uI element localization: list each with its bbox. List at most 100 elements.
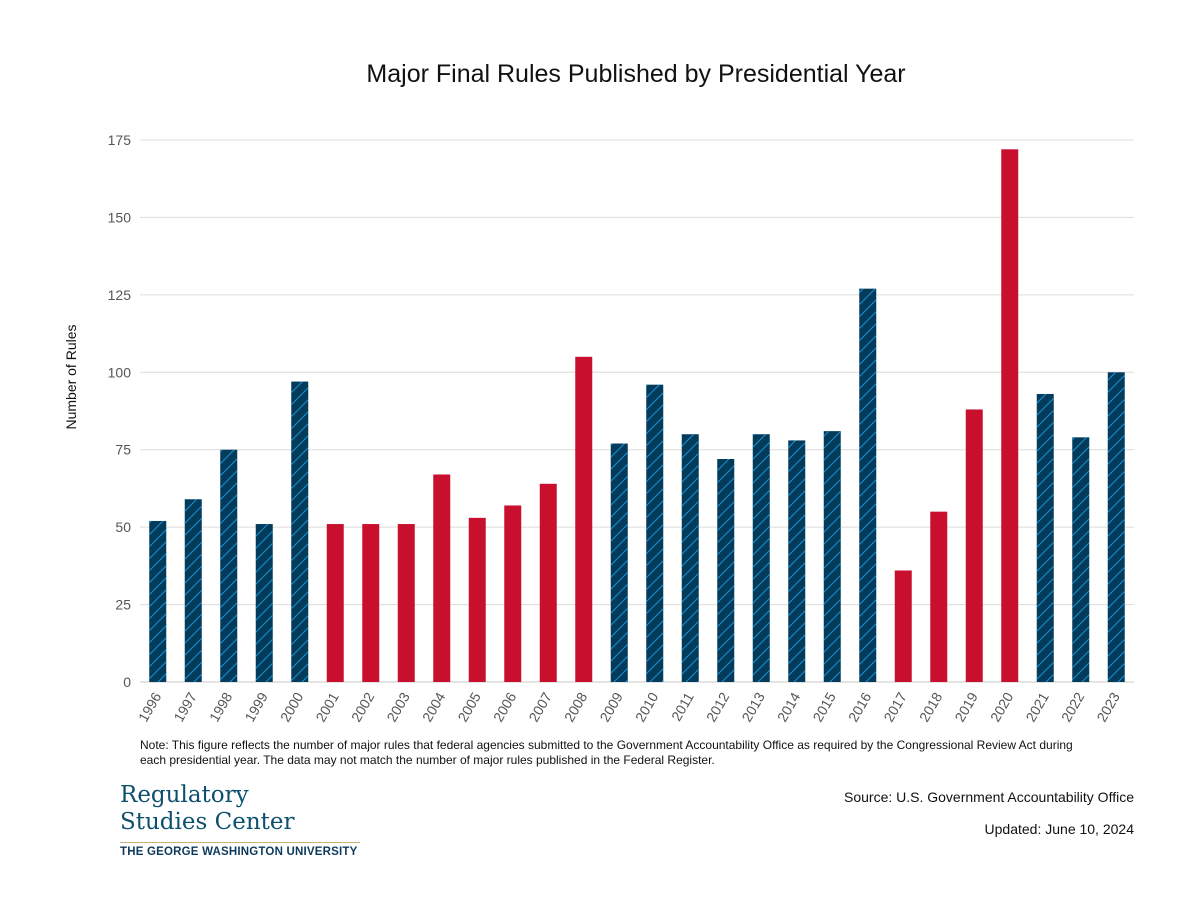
gridlines: [140, 139, 1134, 683]
bar-hatch: [823, 431, 841, 682]
x-tick-label: 1996: [135, 689, 165, 724]
bar-2000: [291, 381, 309, 682]
bar-2016: [859, 288, 877, 682]
bar-2003: [397, 524, 415, 682]
y-tick-label: 150: [108, 209, 132, 225]
bar-2009: [610, 443, 628, 682]
bar-hatch: [610, 443, 628, 682]
logo-line-2: Studies Center: [120, 809, 295, 835]
bar-2017: [894, 570, 912, 682]
bar: [326, 524, 344, 682]
bar-hatch: [681, 434, 699, 682]
bar-hatch: [220, 449, 238, 682]
bar: [468, 517, 486, 682]
logo-university: THE GEORGE WASHINGTON UNIVERSITY: [120, 846, 358, 858]
bar-1997: [184, 499, 202, 682]
y-tick-label: 0: [123, 674, 131, 690]
bar-hatch: [255, 524, 273, 682]
x-tick-label: 2003: [383, 689, 413, 724]
bar: [539, 483, 557, 682]
x-tick-label: 2014: [774, 689, 804, 724]
bar-2010: [646, 384, 664, 682]
bar-2004: [433, 474, 451, 682]
bar: [397, 524, 415, 682]
source-text: Source: U.S. Government Accountability O…: [844, 789, 1134, 805]
bar-2015: [823, 431, 841, 682]
bar-2014: [788, 440, 806, 682]
x-tick-label: 2021: [1022, 689, 1052, 724]
bar: [965, 409, 983, 682]
bar-1999: [255, 524, 273, 682]
bar-2012: [717, 459, 735, 682]
bar-2011: [681, 434, 699, 682]
logo-divider: [120, 842, 360, 843]
bar-2006: [504, 505, 522, 682]
x-tick-label: 1997: [170, 689, 200, 724]
bar-2023: [1107, 372, 1125, 682]
x-tick-label: 2000: [277, 689, 307, 724]
bar-1996: [149, 520, 167, 682]
x-tick-label: 2010: [632, 689, 662, 724]
bar-hatch: [788, 440, 806, 682]
x-tick-label: 2012: [703, 689, 733, 724]
chart-note: Note: This figure reflects the number of…: [140, 738, 1073, 767]
bar-2007: [539, 483, 557, 682]
bar-hatch: [149, 520, 167, 682]
y-tick-label: 175: [108, 132, 132, 148]
x-tick-label: 2006: [490, 689, 520, 724]
bar: [1001, 149, 1019, 682]
x-tick-label: 2009: [596, 689, 626, 724]
bar-2002: [362, 524, 380, 682]
x-tick-label: 2018: [916, 689, 946, 724]
y-tick-label: 125: [108, 287, 132, 303]
x-tick-label: 2001: [312, 689, 342, 724]
y-tick-label: 100: [108, 364, 132, 380]
bar-2013: [752, 434, 770, 682]
x-tick-label: 2017: [880, 689, 910, 724]
bar-2005: [468, 517, 486, 682]
y-axis-label: Number of Rules: [63, 324, 79, 429]
bar-hatch: [1107, 372, 1125, 682]
x-tick-label: 2004: [419, 689, 449, 724]
x-tick-label: 2007: [525, 689, 555, 724]
bar-2022: [1072, 437, 1090, 682]
bar: [504, 505, 522, 682]
bar-2019: [965, 409, 983, 682]
bar-hatch: [291, 381, 309, 682]
bar-hatch: [1072, 437, 1090, 682]
x-tick-label: 2019: [951, 689, 981, 724]
bar: [362, 524, 380, 682]
bar: [894, 570, 912, 682]
bar-hatch: [859, 288, 877, 682]
y-tick-label: 25: [115, 597, 131, 613]
updated-text: Updated: June 10, 2024: [984, 821, 1134, 837]
x-axis-ticks: 1996 1997 1998 1999 2000 2001 2002 2003 2004 2005…: [135, 689, 1123, 724]
bar-hatch: [1036, 393, 1054, 682]
bar-hatch: [752, 434, 770, 682]
bar: [433, 474, 451, 682]
x-tick-label: 2008: [561, 689, 591, 724]
bar-hatch: [646, 384, 664, 682]
bar-1998: [220, 449, 238, 682]
chart-title: Major Final Rules Published by President…: [366, 60, 906, 88]
logo-line-1: Regulatory: [120, 782, 249, 808]
bars: [149, 149, 1125, 682]
x-tick-label: 1999: [241, 689, 271, 724]
bar-2020: [1001, 149, 1019, 682]
y-tick-label: 50: [115, 519, 131, 535]
x-tick-label: 2013: [738, 689, 768, 724]
bar-hatch: [184, 499, 202, 682]
x-tick-label: 1998: [206, 689, 236, 724]
bar-2001: [326, 524, 344, 682]
bar: [930, 511, 948, 682]
x-tick-label: 2005: [454, 689, 484, 724]
x-tick-label: 2002: [348, 689, 378, 724]
x-tick-label: 2015: [809, 689, 839, 724]
bar-2018: [930, 511, 948, 682]
x-tick-label: 2022: [1058, 689, 1088, 724]
bar-2021: [1036, 393, 1054, 682]
bar-2008: [575, 356, 593, 682]
bar-hatch: [717, 459, 735, 682]
x-tick-label: 2020: [987, 689, 1017, 724]
